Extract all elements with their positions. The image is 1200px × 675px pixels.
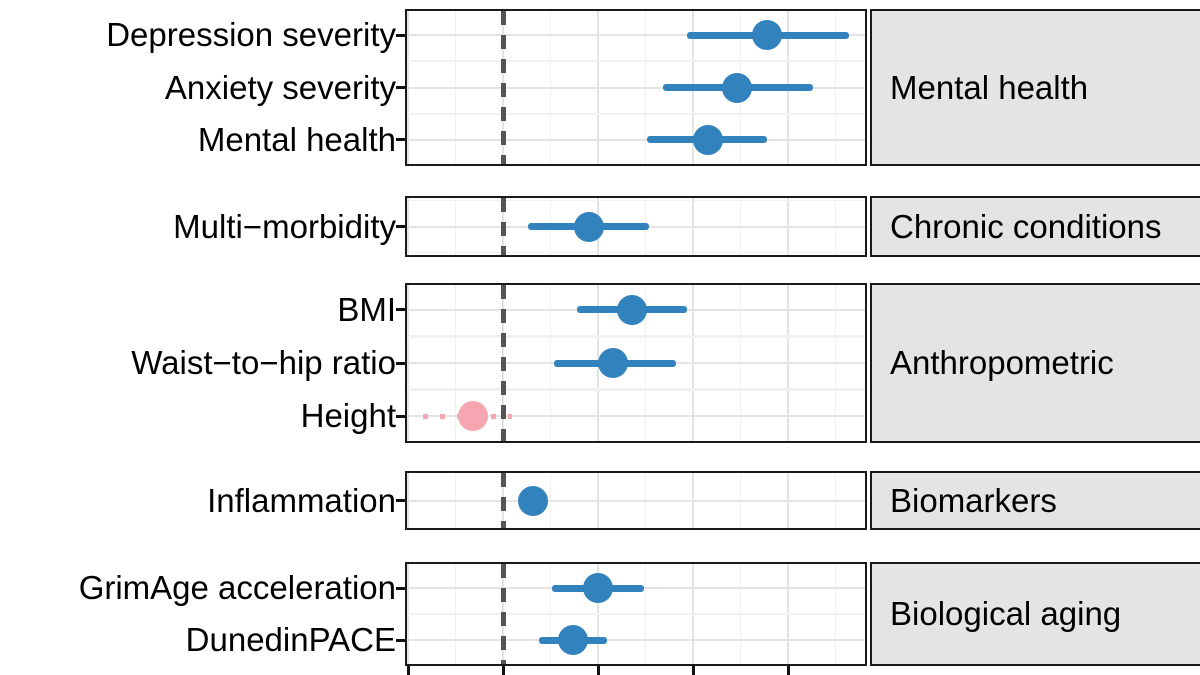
gridline-minor-horizontal [407, 334, 865, 337]
gridline-minor-horizontal [407, 336, 865, 338]
reference-line [500, 11, 506, 164]
row-label: Height [300, 397, 396, 435]
category-axis-tick [396, 586, 405, 590]
point-estimate [721, 72, 752, 103]
x-axis-tick [596, 666, 600, 675]
category-axis-tick [396, 638, 405, 642]
row-label: Inflammation [207, 481, 396, 519]
gridline-major-horizontal [407, 86, 865, 89]
gridline-major-horizontal [407, 639, 865, 641]
category-axis-tick [396, 138, 405, 142]
point-estimate [598, 348, 629, 378]
facet-strip-label: Anthropometric [890, 344, 1114, 381]
row-label: Depression severity [106, 16, 396, 54]
gridline-minor-horizontal [407, 388, 865, 390]
facet-strip-label: Biomarkers [890, 481, 1057, 519]
reference-line [500, 473, 506, 528]
row-label: Multi−morbidity [173, 207, 396, 245]
point-estimate [752, 20, 783, 51]
gridline-minor-horizontal [407, 60, 865, 63]
point-estimate [518, 485, 549, 516]
gridline-minor-horizontal [407, 199, 865, 202]
point-estimate [457, 401, 488, 432]
gridline-minor-horizontal [407, 613, 865, 615]
facet-strip [870, 9, 1200, 166]
gridline-major-horizontal [407, 415, 865, 418]
facet-strip-label: Mental health [890, 68, 1089, 106]
row-label: Anxiety severity [164, 68, 396, 106]
row-label: Mental health [197, 120, 396, 158]
facet-strip [870, 283, 1200, 443]
gridline-minor-horizontal [407, 389, 865, 392]
category-axis-tick [396, 361, 405, 365]
category-axis-tick [396, 225, 405, 228]
x-axis-tick [501, 666, 505, 675]
point-estimate [583, 573, 613, 603]
facet-strip [870, 562, 1200, 666]
gridline-major-horizontal [407, 34, 865, 37]
point-estimate [573, 211, 604, 242]
point-estimate [558, 625, 589, 655]
category-axis-tick [396, 86, 405, 89]
x-axis-tick [691, 666, 695, 675]
gridline-minor-horizontal [407, 113, 865, 115]
category-axis-tick [396, 414, 405, 418]
reference-line [500, 285, 506, 441]
gridline-minor-horizontal [407, 251, 865, 254]
row-label: BMI [337, 290, 396, 328]
category-axis-tick [396, 308, 405, 312]
gridline-major-horizontal [407, 499, 865, 502]
category-axis-tick [396, 499, 405, 502]
x-axis-tick [786, 666, 790, 675]
facet-strip-label: Chronic conditions [890, 207, 1162, 245]
facet-strip [870, 196, 1200, 257]
facet-strip-label: Biological aging [890, 595, 1122, 632]
point-estimate [693, 124, 724, 155]
x-axis-tick [406, 666, 410, 675]
gridline-major-horizontal [407, 138, 865, 141]
row-label: DunedinPACE [185, 621, 396, 658]
point-estimate [617, 294, 648, 325]
reference-line [500, 198, 506, 255]
row-label: Waist−to−hip ratio [131, 344, 396, 381]
reference-line [500, 564, 506, 664]
category-axis-tick [396, 33, 405, 37]
row-label: GrimAge acceleration [78, 569, 396, 606]
facet-strip [870, 471, 1200, 530]
